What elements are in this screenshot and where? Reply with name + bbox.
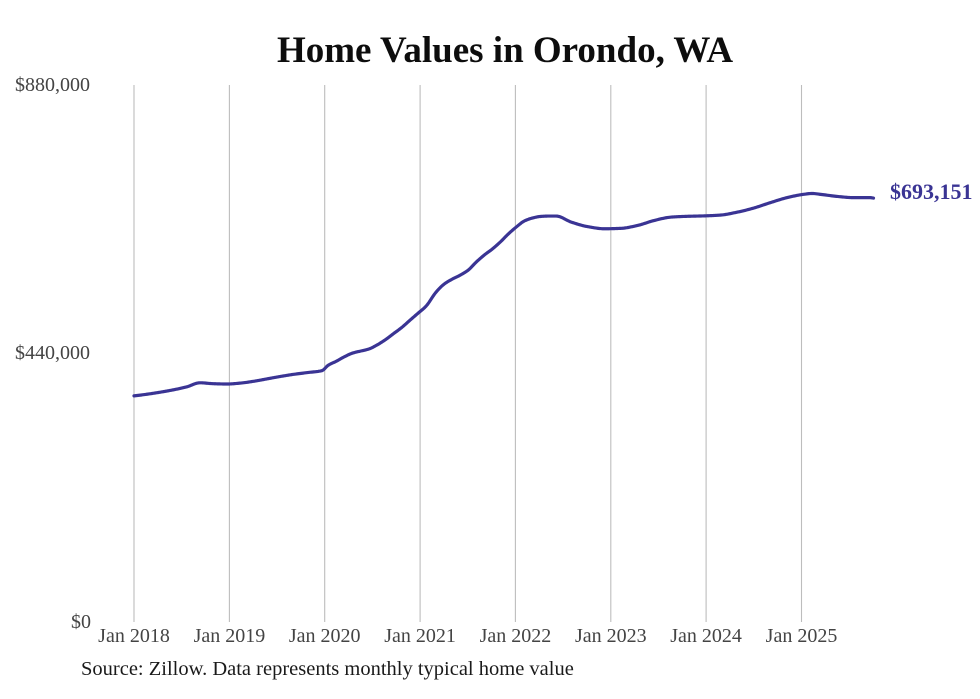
svg-text:$0: $0	[71, 611, 91, 633]
svg-text:Jan 2020: Jan 2020	[289, 625, 361, 647]
svg-text:Jan 2024: Jan 2024	[670, 625, 742, 647]
svg-text:Jan 2021: Jan 2021	[384, 625, 456, 647]
svg-text:Jan 2019: Jan 2019	[194, 625, 266, 647]
svg-text:$693,151: $693,151	[890, 179, 973, 204]
svg-text:Jan 2022: Jan 2022	[480, 625, 552, 647]
svg-text:$440,000: $440,000	[15, 342, 90, 364]
svg-text:Jan 2018: Jan 2018	[98, 625, 170, 647]
svg-text:$880,000: $880,000	[15, 74, 90, 96]
svg-text:Jan 2023: Jan 2023	[575, 625, 647, 647]
svg-text:Jan 2025: Jan 2025	[766, 625, 838, 647]
